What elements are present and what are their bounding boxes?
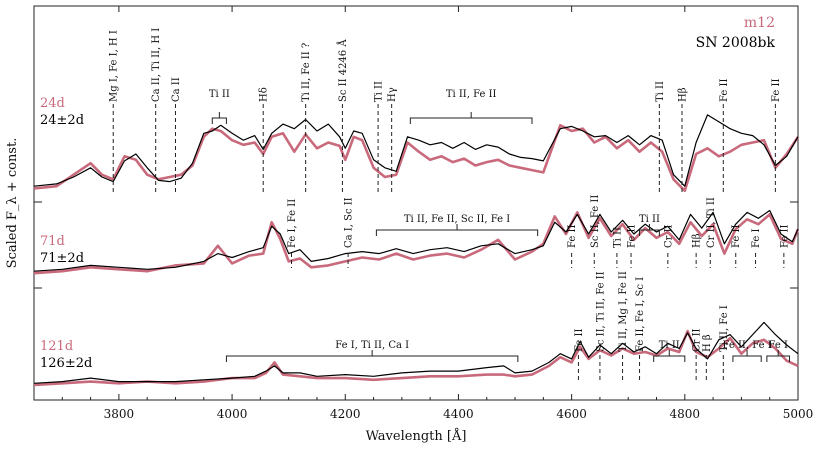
line-marker-label: Mg I, Fe I, H I bbox=[109, 30, 120, 102]
line-marker-label: Hδ bbox=[259, 87, 270, 102]
epoch-model-bottom: 121d bbox=[40, 339, 73, 354]
epoch-observed-middle: 71±2d bbox=[40, 251, 84, 266]
line-marker-label: Sc II, Ti II, Fe II bbox=[595, 271, 606, 352]
epoch-observed-top: 24±2d bbox=[40, 113, 84, 128]
line-marker-label: Ti II, Fe I bbox=[719, 305, 730, 352]
bracket-marker bbox=[653, 355, 686, 362]
line-marker-label: Fe II bbox=[567, 225, 578, 248]
line-marker-label: Sc II, Fe II bbox=[590, 195, 601, 248]
x-tick-label: 4400 bbox=[443, 407, 474, 421]
series-line-top-model bbox=[33, 124, 800, 193]
bracket-label: Fe II, Fe I bbox=[722, 340, 771, 351]
series-line-top-observed bbox=[33, 114, 799, 187]
line-marker-label: Ca II bbox=[171, 77, 182, 102]
line-marker-label: Ti II bbox=[612, 227, 623, 248]
bracket-label: Ti II bbox=[659, 340, 680, 351]
bracket-label: Ti II, Fe II bbox=[446, 89, 497, 100]
bracket-marker bbox=[375, 229, 539, 236]
line-marker-label: Cr II bbox=[663, 224, 674, 248]
line-marker-label: Cr II bbox=[692, 328, 703, 352]
x-tick-label: 4600 bbox=[556, 407, 587, 421]
series-line-middle-model bbox=[33, 211, 800, 275]
annotation-layer: Mg I, Fe I, H I Ca II, Ti II, H I Ca II Hδ T… bbox=[109, 28, 790, 382]
series-line-bottom-observed bbox=[33, 321, 799, 384]
plot-frame bbox=[33, 5, 799, 401]
line-marker-label: Fe II bbox=[731, 225, 742, 248]
bracket-label: Ti II bbox=[639, 214, 660, 225]
x-axis-title: Wavelength [Å] bbox=[366, 428, 467, 444]
x-tick-label: 5000 bbox=[783, 407, 814, 421]
line-marker-label: Ti II, Fe II ? bbox=[301, 43, 312, 102]
series-line-middle-observed bbox=[33, 209, 799, 272]
line-marker-label: Ti II, Mg I, Fe II bbox=[618, 271, 629, 352]
line-marker-label: Fe II bbox=[627, 225, 638, 248]
line-marker-label: Fe I bbox=[751, 229, 762, 248]
line-marker-label: Ca I, Sc II bbox=[344, 197, 355, 248]
bracket-label: Fe I, Ti II, Ca I bbox=[335, 340, 409, 351]
bracket-label: Ti II bbox=[209, 89, 230, 100]
bracket-label: Ti II, Fe II, Sc II, Fe I bbox=[404, 214, 510, 225]
legend-observed-label: SN 2008bk bbox=[696, 35, 776, 51]
x-axis-ticks: 3800 4000 4200 4400 4600 4800 5000 bbox=[61, 6, 814, 421]
line-marker-label: Cr II, Ti II bbox=[706, 197, 717, 248]
line-marker-label: Hγ bbox=[387, 87, 398, 102]
line-marker-label: Fe II bbox=[574, 329, 585, 352]
epoch-observed-bottom: 126±2d bbox=[40, 356, 92, 371]
legend-model-label: m12 bbox=[744, 15, 775, 31]
line-marker-label: Hβ bbox=[677, 87, 688, 102]
line-marker-label: Ti II bbox=[655, 81, 666, 102]
epoch-model-middle: 71d bbox=[40, 234, 65, 249]
line-marker-label: Ti II bbox=[374, 81, 385, 102]
bracket-label: Fe I bbox=[768, 340, 787, 351]
line-marker-label: H β bbox=[702, 334, 713, 352]
y-axis-title: Scaled F_λ + const. bbox=[5, 138, 20, 269]
line-marker-label: Fe II bbox=[771, 79, 782, 102]
x-tick-label: 4800 bbox=[670, 407, 701, 421]
series-line-bottom-model bbox=[33, 329, 799, 387]
bracket-marker bbox=[732, 355, 762, 362]
x-tick-label: 4200 bbox=[330, 407, 361, 421]
bracket-marker bbox=[211, 117, 227, 124]
line-marker-label: Sc II 4246 Å bbox=[337, 39, 349, 102]
line-marker-label: Fe II bbox=[719, 79, 730, 102]
line-marker-label: Fe I, Fe II bbox=[287, 199, 298, 248]
series-layer bbox=[33, 114, 800, 387]
bracket-marker bbox=[225, 355, 519, 362]
epoch-model-top: 24d bbox=[40, 96, 65, 111]
line-marker-label: Ca II, Ti II, H I bbox=[151, 28, 162, 102]
line-marker-label: Fe II bbox=[779, 225, 790, 248]
line-marker-label: Fe II, Fe I, Sc I bbox=[635, 277, 646, 352]
x-tick-label: 4000 bbox=[217, 407, 248, 421]
x-tick-label: 3800 bbox=[104, 407, 135, 421]
bracket-marker bbox=[409, 117, 533, 124]
line-marker-label: Hβ bbox=[692, 233, 703, 248]
